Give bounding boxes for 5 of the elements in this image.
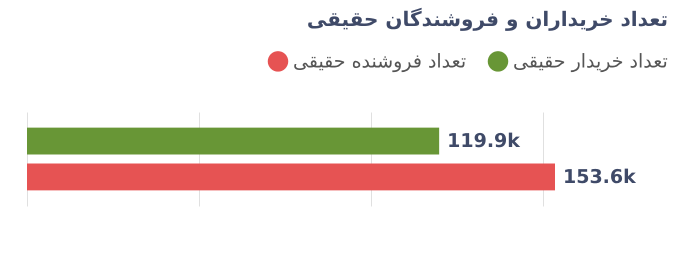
chart-title: تعداد خریداران و فروشندگان حقیقی <box>306 7 668 31</box>
legend-label: تعداد خریدار حقیقی <box>513 50 668 72</box>
data-label: 153.6k <box>563 166 636 188</box>
legend-label: تعداد فروشنده حقیقی <box>293 50 466 72</box>
data-label: 119.9k <box>447 130 520 152</box>
